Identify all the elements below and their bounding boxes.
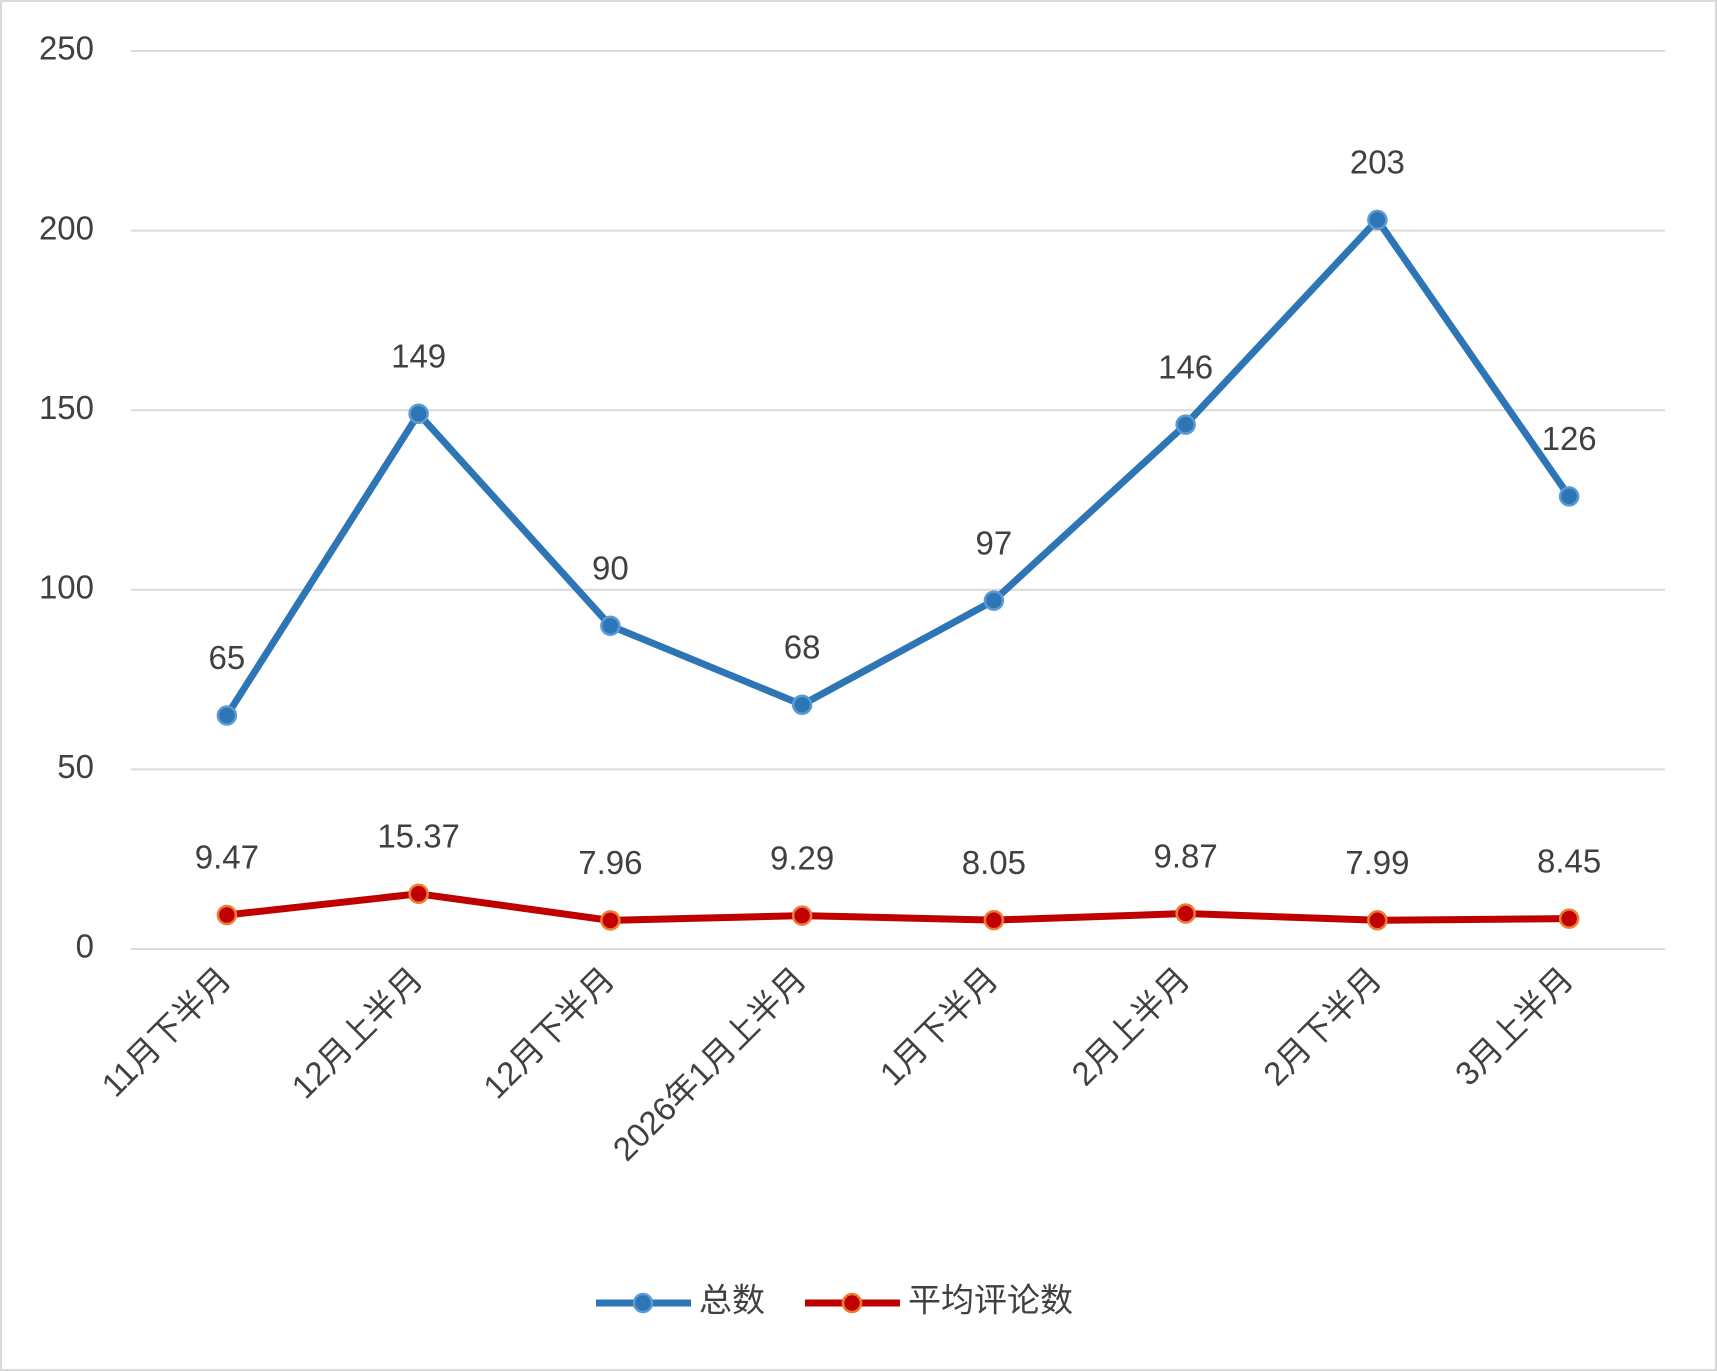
series-line (223, 216, 1573, 718)
data-point (408, 883, 429, 905)
data-point (408, 403, 429, 425)
data-label: 8.05 (962, 844, 1026, 881)
data-point (1175, 903, 1196, 924)
y-tick-label: 0 (76, 928, 94, 965)
data-point (1367, 910, 1388, 931)
data-point (1558, 486, 1580, 507)
y-tick-label: 250 (39, 30, 94, 67)
data-point (600, 615, 621, 636)
data-label: 203 (1350, 144, 1405, 181)
data-label: 9.87 (1154, 837, 1218, 874)
legend-marker (841, 1292, 863, 1314)
data-point (983, 909, 1005, 931)
data-label: 90 (592, 549, 629, 586)
data-point (983, 590, 1005, 611)
data-point (791, 694, 813, 715)
data-label: 7.99 (1345, 844, 1409, 881)
data-label: 7.96 (578, 844, 642, 881)
data-point (1558, 908, 1580, 929)
y-tick-label: 150 (39, 389, 94, 426)
data-label: 8.45 (1537, 842, 1601, 879)
data-point (600, 910, 621, 931)
data-point (791, 905, 813, 926)
data-label: 149 (391, 338, 446, 375)
data-point (1175, 414, 1196, 435)
data-label: 65 (209, 639, 246, 676)
data-point (1367, 209, 1388, 231)
data-label: 15.37 (377, 818, 460, 855)
legend-label: 总数 (699, 1282, 765, 1319)
data-label: 126 (1542, 420, 1597, 457)
data-label: 97 (976, 524, 1013, 561)
legend-marker (632, 1292, 654, 1314)
data-point (216, 904, 238, 926)
data-label: 9.47 (195, 839, 259, 876)
data-label: 68 (784, 628, 821, 665)
data-label: 146 (1158, 348, 1213, 385)
y-tick-label: 100 (39, 569, 94, 606)
legend-label: 平均评论数 (908, 1282, 1073, 1319)
y-tick-label: 50 (57, 748, 94, 785)
data-label: 9.29 (770, 839, 834, 876)
y-tick-label: 200 (39, 209, 94, 246)
series-line (226, 890, 1570, 924)
data-point (216, 705, 238, 726)
